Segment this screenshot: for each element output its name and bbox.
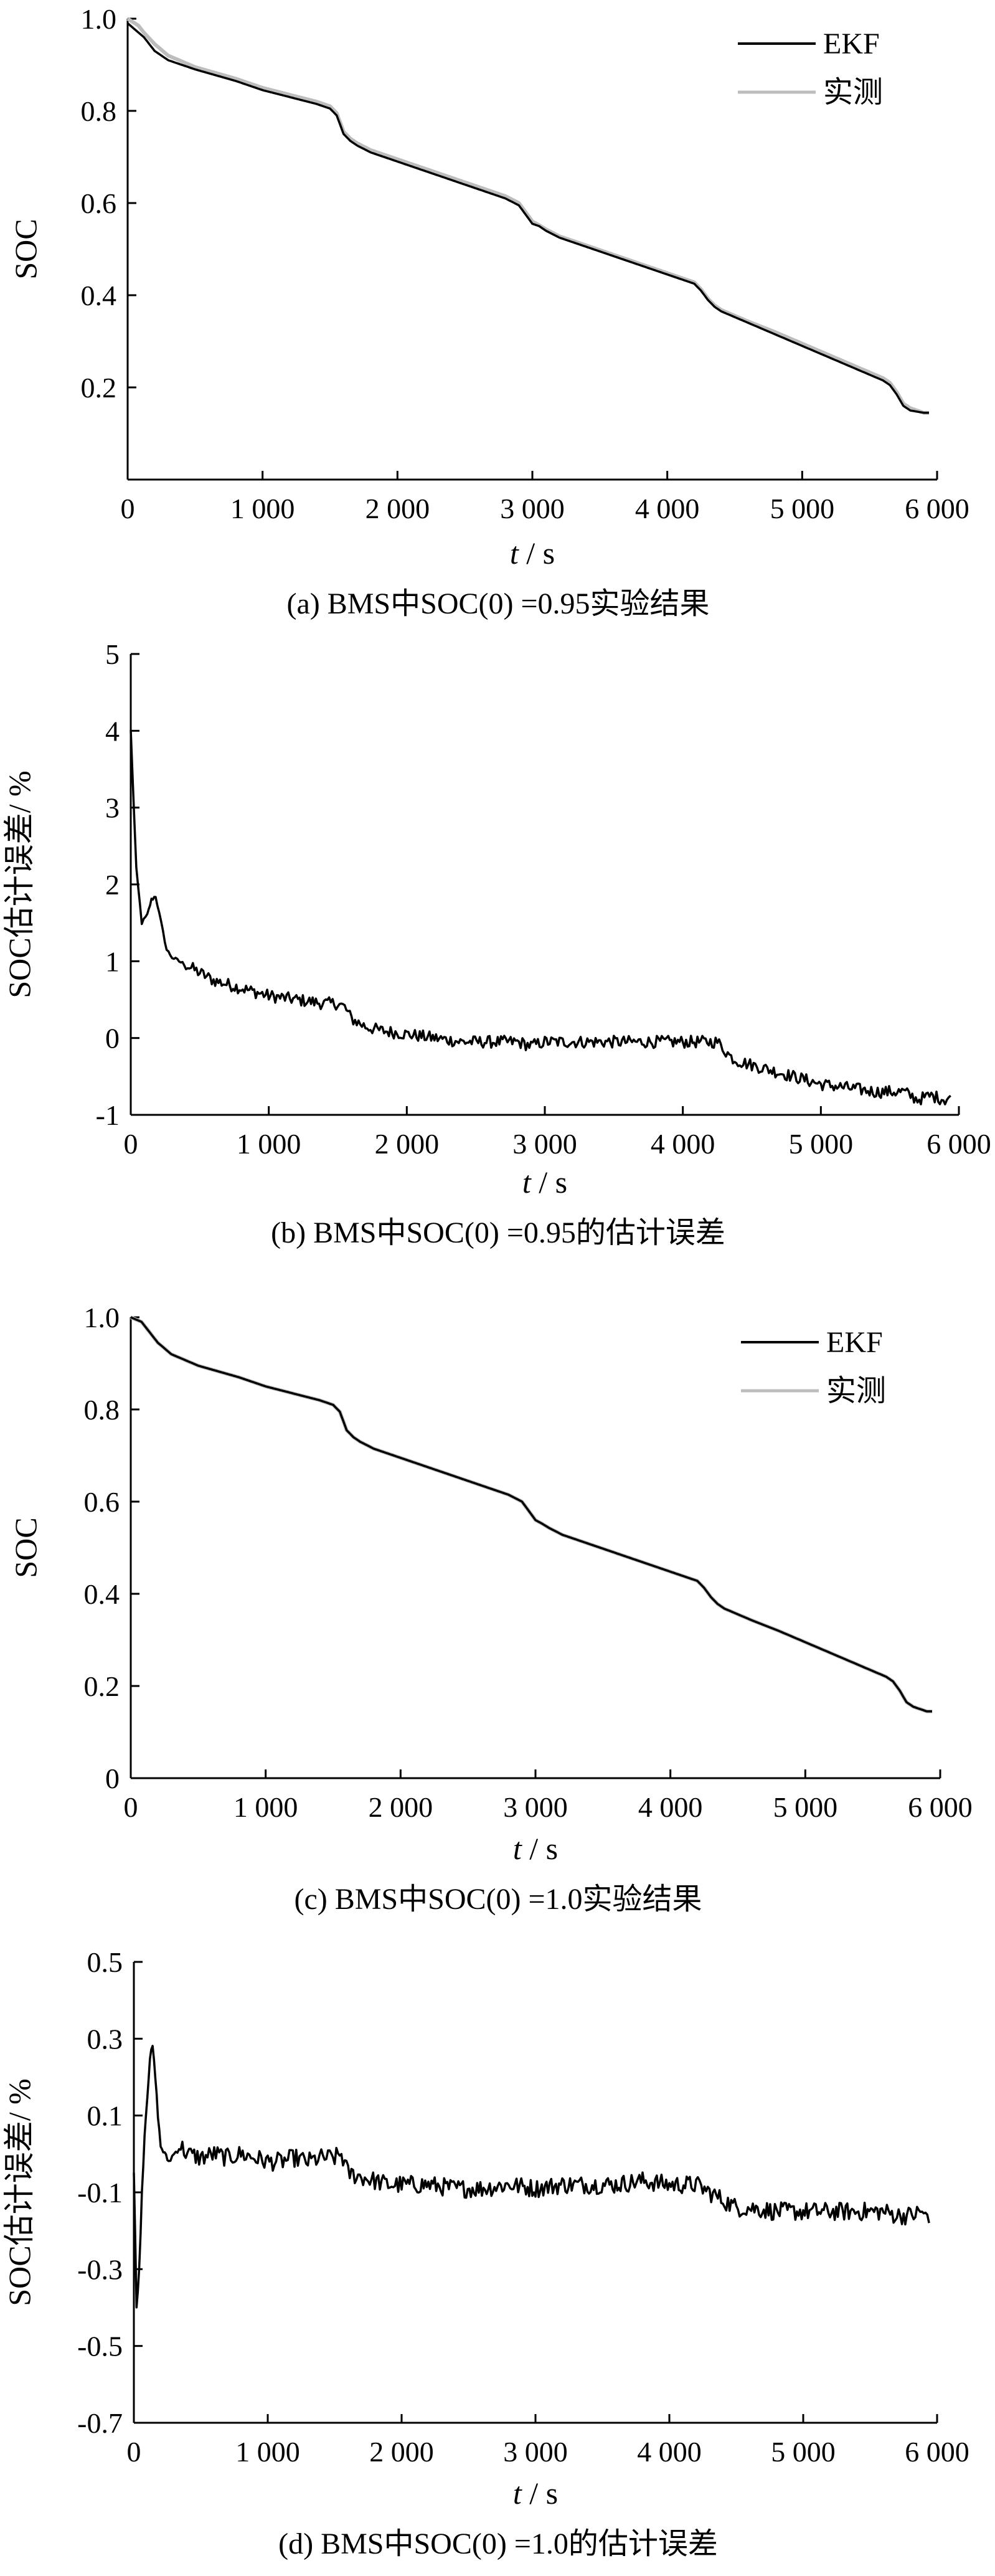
x-tick-label: 3 000 <box>500 493 565 524</box>
x-tick-label: 1 000 <box>230 493 295 524</box>
x-axis-label: t / s <box>522 1165 567 1200</box>
x-tick-label: 6 000 <box>905 493 969 524</box>
x-axis-unit: / s <box>519 536 555 571</box>
y-tick-label: 0.8 <box>81 95 117 127</box>
y-tick-label: 0.2 <box>81 372 117 404</box>
x-tick-label: 2 000 <box>369 2436 434 2468</box>
chart-panel-c: 0 1 000 2 000 3 000 4 000 5 000 6 000 0 0.2 0.4 0.… <box>8 1302 973 1916</box>
y-tick-label: -0.1 <box>77 2177 123 2209</box>
legend-label: 实测 <box>826 1375 886 1408</box>
x-axis-variable: t <box>513 1831 522 1866</box>
x-tick-label: 3 000 <box>503 1791 568 1823</box>
x-tick-label: 0 <box>121 493 135 524</box>
legend-label: EKF <box>823 27 880 60</box>
x-tick-label: 5 000 <box>773 1791 838 1823</box>
y-tick-label: 3 <box>105 792 120 824</box>
x-tick-label: 1 000 <box>237 1128 301 1160</box>
x-tick-label: 2 000 <box>375 1128 440 1160</box>
x-axis-variable: t <box>513 2476 522 2511</box>
x-tick-label: 4 000 <box>651 1128 715 1160</box>
y-tick-label: 0.8 <box>84 1394 120 1426</box>
series-line-error <box>133 2045 930 2309</box>
y-tick-label: 0.5 <box>87 1946 123 1978</box>
legend-label: EKF <box>826 1326 883 1359</box>
y-tick-label: -0.3 <box>77 2253 123 2285</box>
y-axis-label: SOC <box>8 219 43 279</box>
y-axis-label: SOC <box>8 1517 43 1578</box>
x-tick-label: 4 000 <box>637 2436 702 2468</box>
x-tick-label: 3 000 <box>512 1128 577 1160</box>
y-tick-label: 0.6 <box>84 1486 120 1518</box>
y-tick-label: -0.5 <box>77 2331 123 2362</box>
x-tick-label: 0 <box>124 1791 138 1823</box>
x-tick-label: 0 <box>124 1128 138 1160</box>
x-tick-label: 5 000 <box>770 493 835 524</box>
x-tick-label: 5 000 <box>771 2436 836 2468</box>
y-tick-label: 1.0 <box>84 1302 120 1333</box>
series-line-error <box>130 730 951 1106</box>
y-tick-label: 0 <box>105 1763 120 1794</box>
y-axis-label: SOC估计误差/ % <box>2 2078 37 2306</box>
y-tick-label: -0.7 <box>77 2407 123 2439</box>
x-tick-label: 1 000 <box>235 2436 300 2468</box>
chart-caption: (d) BMS中SOC(0) =1.0的估计误差 <box>278 2527 718 2560</box>
chart-caption: (c) BMS中SOC(0) =1.0实验结果 <box>294 1883 702 1916</box>
y-tick-label: 2 <box>105 869 120 901</box>
x-axis-label: t / s <box>513 1831 558 1866</box>
x-axis-variable: t <box>510 536 519 571</box>
x-tick-label: 2 000 <box>369 1791 433 1823</box>
x-axis-unit: / s <box>531 1165 567 1200</box>
x-tick-label: 4 000 <box>635 493 700 524</box>
y-tick-label: 5 <box>105 638 120 670</box>
x-tick-label: 4 000 <box>638 1791 703 1823</box>
chart-panel-a: 0 1 000 2 000 3 000 4 000 5 000 6 000 0.2 0.4 0.6… <box>8 3 969 620</box>
y-tick-label: 1.0 <box>81 3 117 35</box>
y-tick-label: 0.4 <box>81 280 117 311</box>
y-tick-label: 1 <box>105 945 120 977</box>
chart-panel-d: 0 1 000 2 000 3 000 4 000 5 000 6 000 -0.7 -0.5 -… <box>2 1946 969 2560</box>
chart-caption: (a) BMS中SOC(0) =0.95实验结果 <box>286 587 709 620</box>
legend-label: 实测 <box>823 76 883 109</box>
x-axis-unit: / s <box>522 2476 558 2511</box>
x-axis-unit: / s <box>522 1831 558 1866</box>
y-tick-label: -1 <box>96 1099 120 1131</box>
x-axis-label: t / s <box>510 536 555 571</box>
series-line-EKF <box>130 1316 932 1713</box>
x-tick-label: 2 000 <box>365 493 430 524</box>
x-tick-label: 6 000 <box>908 1791 973 1823</box>
y-axis-label: SOC估计误差/ % <box>2 770 37 998</box>
x-tick-label: 1 000 <box>233 1791 298 1823</box>
x-axis-label: t / s <box>513 2476 558 2511</box>
series-line-实测 <box>126 17 930 415</box>
y-tick-label: 0.1 <box>87 2100 123 2132</box>
x-axis-variable: t <box>522 1165 532 1200</box>
y-tick-label: 4 <box>105 715 120 747</box>
y-tick-label: 0.4 <box>84 1578 120 1610</box>
chart-caption: (b) BMS中SOC(0) =0.95的估计误差 <box>271 1216 725 1249</box>
x-tick-label: 5 000 <box>789 1128 854 1160</box>
series-line-EKF <box>126 22 929 414</box>
y-tick-label: 0.2 <box>84 1670 120 1702</box>
y-tick-label: 0 <box>105 1023 120 1054</box>
y-tick-label: 0.6 <box>81 187 117 219</box>
x-tick-label: 3 000 <box>503 2436 568 2468</box>
x-tick-label: 0 <box>127 2436 141 2468</box>
y-tick-label: 0.3 <box>87 2023 123 2055</box>
x-tick-label: 6 000 <box>905 2436 969 2468</box>
x-tick-label: 6 000 <box>927 1128 991 1160</box>
